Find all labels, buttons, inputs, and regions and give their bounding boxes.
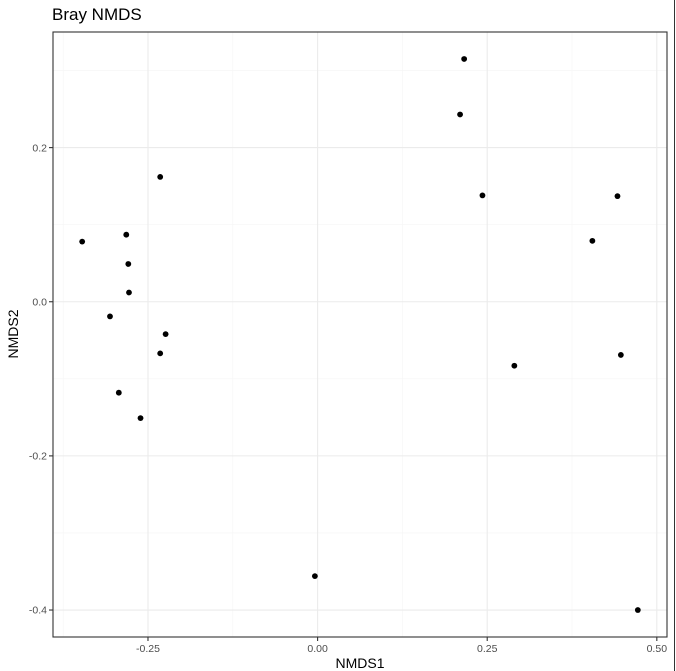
x-axis: -0.25 0.00 0.25 0.50	[136, 637, 667, 655]
y-axis-title: NMDS2	[5, 309, 21, 358]
panel-background	[53, 32, 667, 637]
data-point	[126, 289, 132, 296]
data-point	[589, 237, 596, 244]
data-point	[311, 573, 318, 580]
data-point	[123, 231, 130, 238]
data-point	[157, 350, 164, 357]
data-point	[125, 261, 132, 267]
data-points	[79, 56, 641, 613]
panel-border	[52, 31, 668, 638]
plot-panel	[52, 31, 668, 638]
y-tick-label: -0.4	[29, 605, 47, 617]
y-tick-label: 0.2	[32, 142, 47, 154]
data-point	[614, 193, 621, 200]
data-point	[479, 192, 486, 199]
major-gridlines	[53, 32, 667, 637]
data-point	[157, 173, 164, 180]
data-point	[634, 607, 641, 613]
x-tick-label: 0.50	[647, 643, 668, 655]
x-axis-title: NMDS1	[335, 655, 384, 671]
minor-gridlines	[53, 32, 667, 637]
x-tick-label: 0.00	[307, 643, 328, 655]
chart-title: Bray NMDS	[52, 5, 142, 24]
y-tick-label: 0.0	[32, 296, 47, 308]
x-tick-label: 0.25	[477, 643, 498, 655]
data-point	[107, 313, 113, 320]
data-point	[162, 331, 169, 338]
x-tick-label: -0.25	[136, 643, 160, 655]
data-point	[511, 362, 518, 369]
y-tick-label: -0.2	[29, 451, 47, 463]
data-point	[137, 415, 144, 422]
data-point	[79, 238, 86, 245]
data-point	[457, 111, 463, 118]
data-point	[617, 352, 624, 358]
data-point	[115, 389, 122, 396]
y-axis: -0.4 -0.2 0.0 0.2	[29, 142, 53, 617]
data-point	[461, 56, 468, 62]
